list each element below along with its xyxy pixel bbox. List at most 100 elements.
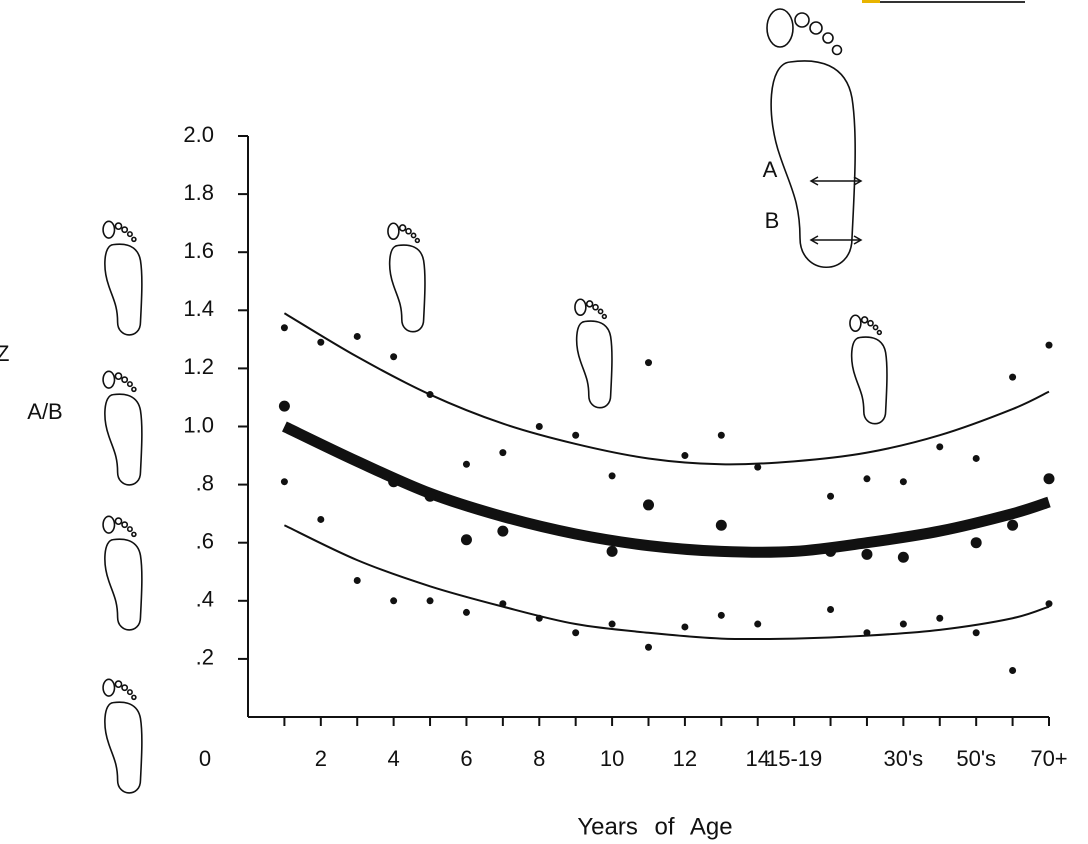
- foot-icon: [575, 299, 612, 407]
- data-point: [280, 478, 288, 486]
- toe: [132, 237, 136, 241]
- data-point: [825, 545, 837, 557]
- foot-icon: [850, 315, 887, 423]
- toe: [103, 371, 114, 388]
- data-point: [972, 454, 980, 462]
- toe: [122, 522, 127, 527]
- foot-icon: [103, 221, 142, 335]
- sole: [105, 539, 142, 630]
- data-point: [645, 643, 652, 651]
- trend-line: [282, 421, 1051, 558]
- toe: [587, 301, 593, 307]
- toe: [598, 309, 602, 313]
- dimension-label: A: [763, 157, 778, 182]
- data-point: [970, 537, 982, 549]
- data-point: [1045, 341, 1053, 349]
- y-tick-label: 1.4: [183, 296, 214, 321]
- toe: [388, 223, 399, 239]
- data-point: [426, 391, 434, 399]
- toe: [132, 387, 136, 391]
- sole: [852, 337, 887, 424]
- data-point: [1045, 600, 1053, 608]
- toe: [850, 315, 861, 331]
- data-point: [754, 463, 762, 471]
- x-axis-label: Years of Age: [577, 813, 732, 840]
- data-point: [353, 576, 361, 584]
- data-point: [1009, 667, 1017, 675]
- toe: [795, 13, 809, 27]
- data-point: [681, 623, 689, 631]
- toe: [115, 373, 121, 379]
- data-point: [861, 548, 873, 560]
- toe: [122, 685, 127, 690]
- data-point: [426, 597, 434, 605]
- toe: [128, 690, 132, 694]
- foot-icon: [388, 223, 425, 331]
- data-point: [390, 353, 398, 361]
- y-tick-label: .4: [196, 587, 214, 612]
- foot-icon: [103, 516, 142, 630]
- data-point: [353, 332, 361, 340]
- arrow-head: [853, 235, 863, 245]
- x-tick-label: 4: [388, 746, 400, 771]
- y-tick-label: .8: [196, 470, 214, 495]
- x-tick-label: 12: [673, 746, 697, 771]
- data-point: [390, 597, 398, 605]
- edge-text: Z: [0, 341, 9, 366]
- data-point: [278, 400, 290, 412]
- data-point: [388, 476, 400, 488]
- y-tick-label: 1.8: [183, 180, 214, 205]
- data-point: [497, 525, 509, 537]
- y-tick-label: .2: [196, 645, 214, 670]
- sole: [577, 321, 612, 408]
- data-point: [899, 620, 907, 628]
- data-point: [608, 620, 616, 628]
- toe: [823, 33, 833, 43]
- toe: [122, 377, 127, 382]
- data-point: [462, 460, 470, 468]
- data-point: [645, 359, 652, 367]
- data-point: [460, 534, 472, 546]
- data-point: [608, 472, 616, 480]
- toe: [810, 22, 822, 34]
- foot-icon: [103, 679, 142, 793]
- toe: [833, 46, 842, 55]
- toe: [602, 315, 606, 319]
- data-point: [715, 519, 727, 531]
- data-point: [572, 629, 580, 637]
- data-point: [899, 478, 907, 486]
- data-point: [1043, 473, 1055, 485]
- data-point: [317, 338, 325, 346]
- toe: [868, 321, 873, 326]
- arrow-head: [853, 176, 863, 186]
- arrow-head: [809, 235, 819, 245]
- sole: [105, 244, 142, 335]
- sole: [105, 394, 142, 485]
- toe: [128, 527, 132, 531]
- x-tick-label: 15-19: [766, 746, 822, 771]
- data-point: [754, 620, 762, 628]
- data-point: [936, 614, 944, 622]
- data-point: [606, 545, 618, 557]
- arrow-head: [809, 176, 819, 186]
- trend-line: [283, 312, 1050, 466]
- y-tick-label: 1.0: [183, 412, 214, 437]
- foot-icon: [103, 371, 142, 485]
- toe: [411, 233, 415, 237]
- edge-mark: [862, 0, 880, 3]
- sole: [771, 61, 855, 267]
- y-tick-label: 1.6: [183, 238, 214, 263]
- x-tick-label: 50's: [956, 746, 996, 771]
- data-point: [972, 629, 980, 637]
- toe: [115, 681, 121, 687]
- data-point: [897, 551, 909, 563]
- toe: [115, 223, 121, 229]
- x-tick-label: 70+: [1030, 746, 1067, 771]
- data-point: [1007, 519, 1019, 531]
- data-point: [827, 492, 835, 500]
- y-axis-label: A/B: [27, 399, 62, 424]
- data-point: [936, 443, 944, 451]
- data-point: [424, 490, 436, 502]
- trend-line: [283, 524, 1050, 641]
- data-point: [535, 423, 543, 430]
